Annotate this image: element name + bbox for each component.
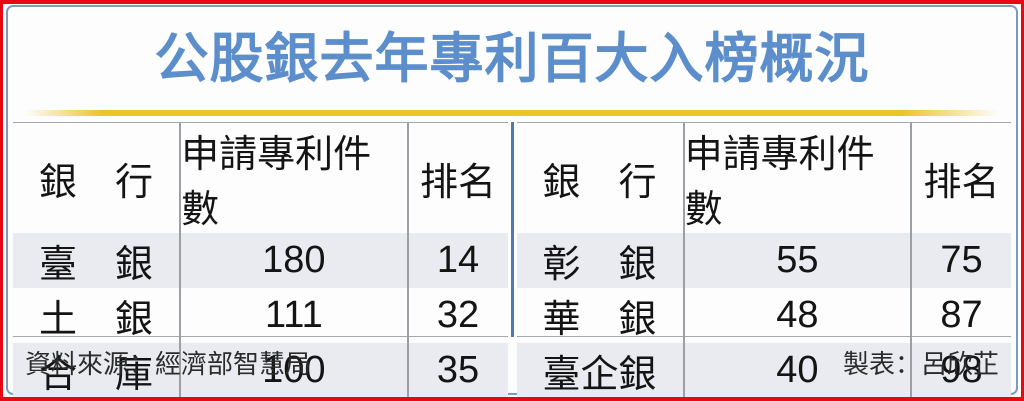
column-header-applications: 申請專利件數	[685, 123, 913, 233]
footer: 資料來源：經濟部智慧局 製表：呂欣芷	[25, 344, 999, 381]
column-header-applications: 申請專利件數	[181, 123, 409, 233]
bank-name-cell: 土 銀	[13, 288, 182, 343]
table-row: 彰 銀 55 75	[516, 233, 1011, 288]
table-row: 合 庫 100 35	[13, 343, 508, 398]
bank-name-cell: 臺 銀	[13, 233, 182, 288]
data-source-label: 資料來源：經濟部智慧局	[25, 349, 312, 379]
table-header-row: 銀 行 申請專利件數 排名	[13, 123, 508, 233]
applications-cell: 55	[685, 233, 913, 288]
bank-name-cell: 合 庫	[13, 343, 182, 398]
patent-table-left: 銀 行 申請專利件數 排名 臺 銀 180 14 土 銀 111 32 合 庫 …	[13, 122, 508, 398]
bank-name-cell: 臺企銀	[517, 343, 685, 398]
applications-cell: 40	[685, 343, 913, 398]
bank-name-cell: 華 銀	[517, 288, 685, 343]
column-header-bank: 銀 行	[13, 123, 182, 233]
table-row: 臺 銀 180 14	[13, 233, 508, 288]
applications-cell: 180	[181, 233, 409, 288]
rank-cell: 14	[436, 239, 480, 281]
rank-cell: 98	[940, 349, 983, 391]
table-header-row: 銀 行 申請專利件數 排名	[517, 123, 1012, 233]
patent-table-right: 銀 行 申請專利件數 排名 彰 銀 55 75 華 銀 48 87 臺企銀 40…	[516, 122, 1012, 398]
rank-cell: 35	[436, 349, 480, 391]
applications-cell: 100	[181, 343, 409, 398]
table-row: 臺企銀 40 98	[516, 343, 1011, 398]
column-header-bank: 銀 行	[517, 123, 685, 233]
rank-cell: 87	[940, 294, 983, 336]
table-credit-label: 製表：呂欣芷	[842, 349, 999, 379]
rank-cell: 32	[436, 294, 480, 336]
applications-cell: 48	[685, 288, 913, 343]
table-divider-line	[510, 122, 514, 337]
table-row: 華 銀 48 87	[517, 288, 1012, 343]
bank-name-cell: 彰 銀	[517, 233, 685, 288]
table-row: 土 銀 111 32	[13, 288, 508, 343]
patent-tables-area: 銀 行 申請專利件數 排名 臺 銀 180 14 土 銀 111 32 合 庫 …	[13, 122, 1012, 398]
column-header-rank: 排名	[420, 161, 497, 204]
applications-cell: 111	[181, 288, 409, 343]
column-header-rank: 排名	[923, 161, 1000, 204]
rank-cell: 75	[940, 239, 983, 281]
page-title: 公股銀去年專利百大入榜概況	[154, 29, 870, 89]
title-underline-rule	[25, 110, 999, 116]
